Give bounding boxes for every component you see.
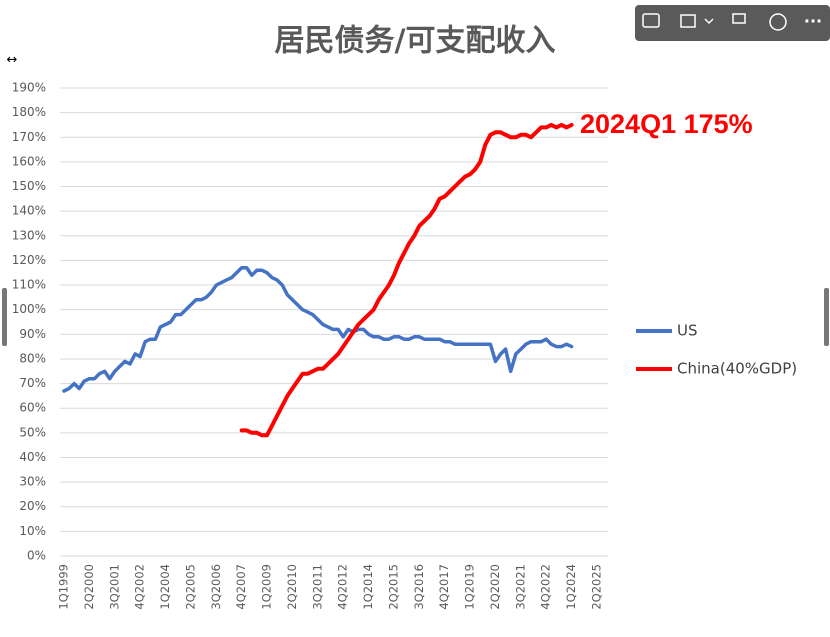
comment-icon[interactable] bbox=[642, 13, 660, 28]
y-tick-label: 160% bbox=[12, 154, 46, 168]
y-tick-label: 180% bbox=[12, 105, 46, 119]
download-icon[interactable] bbox=[769, 13, 787, 31]
x-tick-label: 4Q2007 bbox=[234, 564, 248, 610]
y-tick-label: 100% bbox=[12, 302, 46, 316]
y-tick-label: 70% bbox=[19, 376, 46, 390]
y-tick-label: 50% bbox=[19, 425, 46, 439]
x-tick-label: 1Q1999 bbox=[57, 564, 71, 610]
legend-label: China(40%GDP) bbox=[677, 360, 797, 378]
y-tick-label: 0% bbox=[27, 549, 46, 563]
frame-icon[interactable] bbox=[680, 14, 696, 28]
x-tick-label: 1Q2009 bbox=[260, 564, 274, 610]
y-tick-label: 30% bbox=[19, 475, 46, 489]
y-tick-label: 60% bbox=[19, 401, 46, 415]
y-tick-label: 110% bbox=[12, 278, 46, 292]
align-icon[interactable] bbox=[732, 13, 746, 24]
x-tick-label: 4Q2002 bbox=[133, 564, 147, 610]
x-tick-label: 2Q2010 bbox=[285, 564, 299, 610]
y-tick-label: 170% bbox=[12, 130, 46, 144]
more-icon[interactable]: ··· bbox=[804, 12, 822, 31]
y-tick-label: 20% bbox=[19, 499, 46, 513]
x-tick-label: 4Q2012 bbox=[336, 564, 350, 610]
y-tick-label: 120% bbox=[12, 253, 46, 267]
x-tick-label: 1Q2024 bbox=[564, 564, 578, 610]
x-tick-label: 1Q2014 bbox=[361, 564, 375, 610]
side-handle[interactable] bbox=[2, 288, 7, 346]
y-tick-label: 40% bbox=[19, 450, 46, 464]
x-tick-label: 3Q2021 bbox=[513, 564, 527, 610]
y-tick-label: 10% bbox=[19, 524, 46, 538]
x-tick-label: 2Q2020 bbox=[488, 564, 502, 610]
x-tick-label: 3Q2011 bbox=[310, 564, 324, 610]
x-tick-label: 2Q2025 bbox=[590, 564, 604, 610]
resize-cursor: ↔ bbox=[7, 53, 18, 68]
toolbar: ··· bbox=[635, 5, 830, 41]
x-tick-label: 2Q2000 bbox=[82, 564, 96, 610]
y-tick-label: 190% bbox=[12, 81, 46, 95]
y-tick-label: 150% bbox=[12, 179, 46, 193]
x-tick-label: 2Q2015 bbox=[386, 564, 400, 610]
y-tick-label: 90% bbox=[19, 327, 46, 341]
legend-label: US bbox=[677, 322, 698, 340]
chart-title: 居民债务/可支配收入 bbox=[275, 24, 556, 59]
x-tick-label: 1Q2019 bbox=[463, 564, 477, 610]
x-tick-label: 3Q2006 bbox=[209, 564, 223, 610]
y-tick-label: 80% bbox=[19, 351, 46, 365]
y-tick-label: 130% bbox=[12, 228, 46, 242]
side-handle[interactable] bbox=[824, 288, 829, 346]
series-line bbox=[239, 122, 574, 438]
y-tick-label: 140% bbox=[12, 204, 46, 218]
x-tick-label: 3Q2001 bbox=[107, 564, 121, 610]
x-tick-label: 1Q2004 bbox=[158, 564, 172, 610]
x-tick-label: 2Q2005 bbox=[183, 564, 197, 610]
x-tick-label: 4Q2017 bbox=[437, 564, 451, 610]
x-tick-label: 4Q2022 bbox=[539, 564, 553, 610]
series-line bbox=[62, 266, 574, 393]
annotation: 2024Q1 175% bbox=[580, 109, 753, 139]
dropdown-icon[interactable] bbox=[704, 18, 714, 25]
x-tick-label: 3Q2016 bbox=[412, 564, 426, 610]
